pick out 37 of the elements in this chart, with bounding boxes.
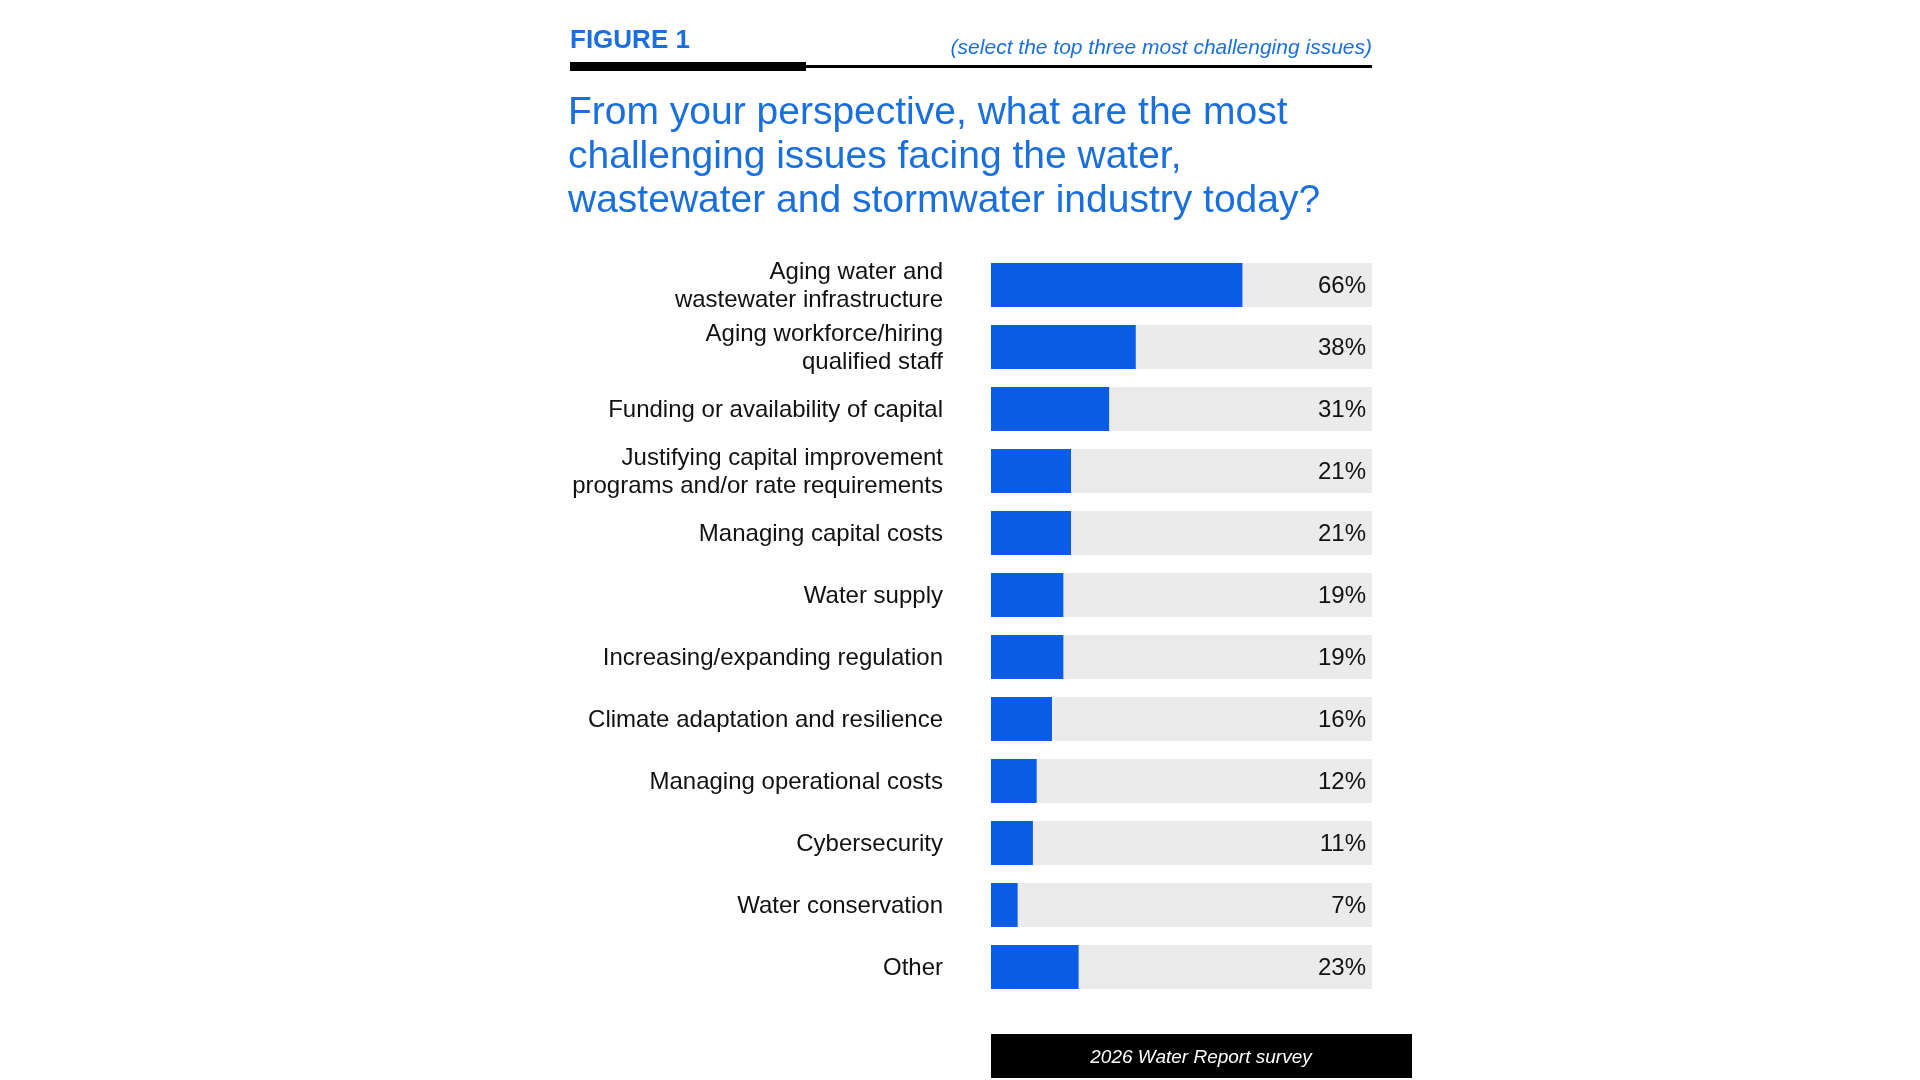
y-tick-label: Other <box>882 953 943 980</box>
bar <box>991 511 1072 555</box>
bar <box>991 821 1033 865</box>
bar <box>991 759 1037 803</box>
data-label: 11% <box>1319 829 1366 856</box>
data-label: 23% <box>1317 953 1366 980</box>
caption: FIGURE 1 <box>570 24 690 54</box>
data-label: 66% <box>1317 271 1366 298</box>
data-label: 12% <box>1317 767 1366 794</box>
bar <box>991 945 1079 989</box>
text: 2026 Water Report survey <box>1089 1046 1314 1067</box>
y-tick-label: Climate adaptation and resilience <box>588 705 943 732</box>
data-label: 21% <box>1317 519 1366 546</box>
bar <box>991 883 1018 927</box>
y-tick-label: Funding or availability of capital <box>608 395 943 422</box>
data-label: 7% <box>1331 891 1366 918</box>
y-tick-label: Water conservation <box>737 891 943 918</box>
y-tick-label: Aging water and wastewater infrastructure <box>673 257 943 312</box>
data-label: 19% <box>1317 643 1366 670</box>
y-tick-label: Managing operational costs <box>649 767 943 794</box>
y-tick-label: Water supply <box>803 581 943 608</box>
y-tick-label: Cybersecurity <box>796 829 943 856</box>
y-tick-label: Increasing/expanding regulation <box>602 643 943 670</box>
bar <box>991 697 1052 741</box>
data-label: 19% <box>1317 581 1366 608</box>
data-label: 21% <box>1317 457 1366 484</box>
data-label: 16% <box>1317 705 1366 732</box>
y-tick-label: Managing capital costs <box>698 519 943 546</box>
bar <box>991 449 1072 493</box>
chart-title: From your perspective, what are the most challenging issues facing the water, wastewater and stormwater industry today? <box>567 89 1321 220</box>
text: (select the top three most challenging issues) <box>950 35 1372 58</box>
bar <box>991 635 1064 679</box>
bar <box>991 573 1064 617</box>
data-label: 38% <box>1317 333 1366 360</box>
data-label: 31% <box>1317 395 1366 422</box>
y-tick-label: Justifying capital improvement programs and/or rate requirements <box>572 443 944 498</box>
y-tick-label: Aging workforce/hiring qualified staff <box>705 319 944 374</box>
